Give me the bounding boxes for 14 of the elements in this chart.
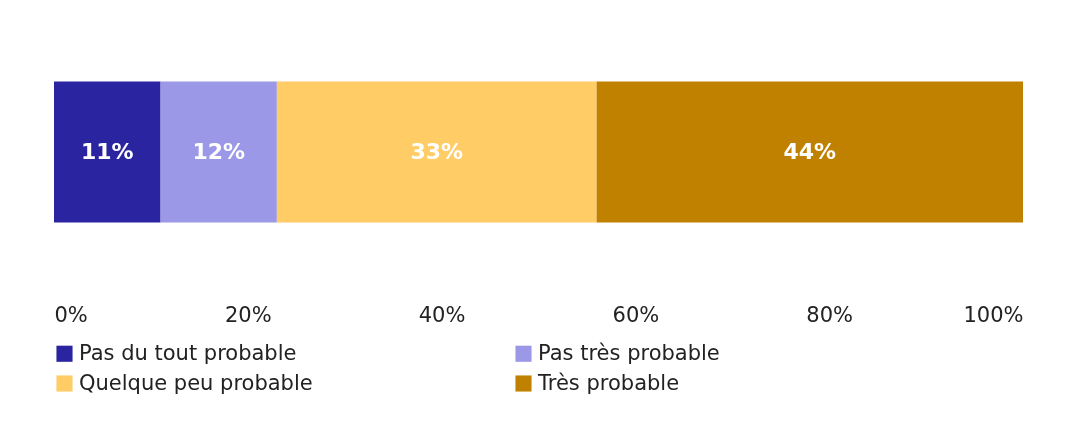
legend-label: Pas très probable	[538, 340, 720, 365]
legend-label: Très probable	[537, 370, 680, 395]
data-label: 11%	[80, 139, 134, 164]
data-label: 12%	[192, 139, 246, 164]
data-label: 33%	[410, 139, 464, 164]
x-tick-label: 80%	[806, 302, 854, 327]
legend-label: Pas du tout probable	[79, 340, 297, 365]
x-tick-label: 100%	[963, 302, 1024, 327]
x-tick-label: 40%	[418, 302, 466, 327]
x-tick-label: 20%	[224, 302, 272, 327]
x-tick-label: 0%	[54, 302, 88, 327]
x-tick-label: 60%	[612, 302, 660, 327]
data-label: 44%	[783, 139, 837, 164]
legend-label: Quelque peu probable	[79, 370, 313, 395]
